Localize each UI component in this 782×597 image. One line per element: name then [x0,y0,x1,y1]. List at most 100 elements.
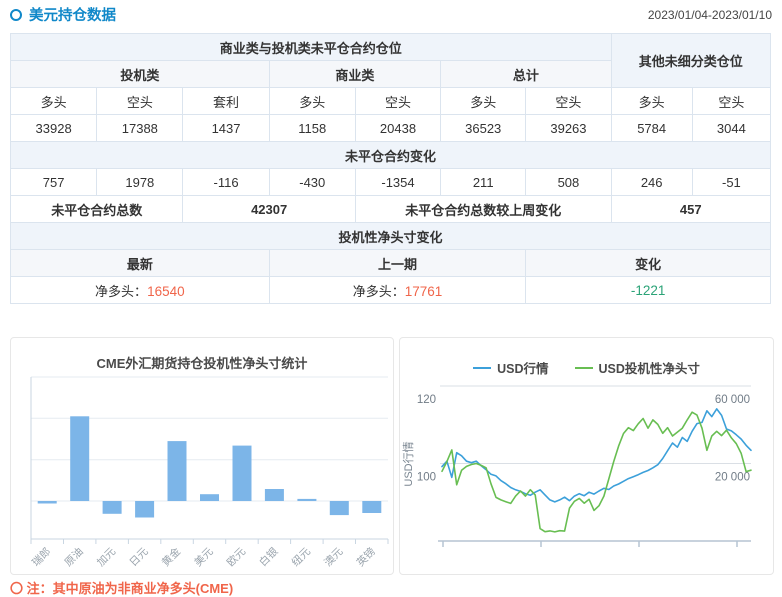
legend-item-usd-net[interactable]: USD投机性净头寸 [574,358,700,377]
group-header-speculative: 投机类 [10,60,270,88]
bar-6 [232,445,252,501]
bar-9 [329,501,349,516]
page-header: 美元持仓数据 2023/01/04-2023/01/10 [10,4,772,26]
bar-8 [297,498,317,501]
group-header-commercial: 商业类 [268,60,442,88]
table-row: 投机类 商业类 总计 [10,60,771,88]
bar-10 [362,501,382,513]
section-circle-icon [10,8,22,21]
col-header: 套利 [182,87,270,115]
table-row: 多头 空头 套利 多头 空头 多头 空头 多头 空头 [9,87,772,115]
total-open-interest-value: 42307 [182,195,356,223]
table-row: 净多头：16540 净多头：17761 -1221 [10,276,771,304]
col-header: 空头 [525,87,612,115]
positions-table: 商业类与投机类未平仓合约仓位 其他未细分类仓位 投机类 商业类 总计 多头 空头… [9,33,772,304]
position-value: 5784 [610,114,693,142]
bar-2 [102,501,122,514]
x-axis-label: 原油 [62,545,86,569]
group-header-total: 总计 [440,60,612,88]
bar-7 [264,489,284,501]
legend-item-usd-price[interactable]: USD行情 [473,358,549,377]
position-value: 39263 [525,114,612,142]
bar-4 [167,441,187,501]
x-axis-label: 黄金 [159,545,183,569]
col-header: 多头 [440,87,527,115]
legend-label-usd-price: USD行情 [497,362,549,376]
position-value: 3044 [691,114,772,142]
y-axis-title: USD行情 [402,441,415,486]
section-open-interest-title: 商业类与投机类未平仓合约仓位 [10,33,612,61]
section-change-title: 未平仓合约变化 [10,141,771,169]
bar-3 [135,501,155,518]
page-title-wrap: 美元持仓数据 [10,4,772,25]
x-axis-label: 美元 [192,545,216,569]
change-value: -1354 [354,168,442,196]
change-value: 1978 [96,168,184,196]
net-latest-value: 16540 [147,283,185,299]
change-value: -430 [268,168,356,196]
total-change-value: 457 [610,195,772,223]
net-previous-cell: 净多头：17761 [268,276,527,304]
footnote: 〇 注：其中原油为非商业净多头(CME) [10,581,234,596]
x-axis-label: 纽元 [289,545,313,569]
bar-1 [70,416,90,501]
page-title: 美元持仓数据 [29,8,116,24]
net-latest-cell: 净多头：16540 [10,276,270,304]
position-value: 20438 [354,114,442,142]
bar-chart-title: CME外汇期货持仓投机性净头寸统计 [96,356,308,371]
change-value: 757 [9,168,98,196]
net-latest-label: 净多头： [95,283,148,299]
total-open-interest-label: 未平仓合约总数 [9,195,184,223]
section-other-title: 其他未细分类仓位 [610,33,772,88]
net-header-latest: 最新 [10,249,270,277]
position-value: 33928 [9,114,98,142]
left-axis-tick-120: 120 [417,394,436,406]
x-axis-label: 白银 [256,545,280,569]
table-row: 最新 上一期 变化 [10,249,771,277]
col-header: 多头 [268,87,356,115]
x-axis-label: 日元 [127,545,151,569]
x-axis-label: 英镑 [354,545,378,569]
usd-net-position-line [441,411,752,533]
change-value: 246 [610,168,693,196]
net-previous-label: 净多头： [352,283,405,299]
col-header: 空头 [96,87,184,115]
change-value: -51 [691,168,772,196]
table-row: 33928 17388 1437 1158 20438 36523 39263 … [9,114,772,142]
bar-0 [37,501,57,504]
net-change-cell: -1221 [525,276,771,304]
net-previous-value: 17761 [404,283,443,299]
x-axis-label: 欧元 [225,545,249,569]
x-axis-label: 加元 [95,545,119,569]
position-value: 1158 [268,114,356,142]
col-header: 空头 [691,87,772,115]
date-range: 2023/01/04-2023/01/10 [647,8,772,22]
change-value: 508 [525,168,612,196]
position-value: 1437 [182,114,270,142]
x-axis-label: 澳元 [321,545,345,569]
net-change-value: -1221 [630,282,666,298]
net-header-previous: 上一期 [268,249,527,277]
legend-line-green-icon [574,366,593,369]
legend-label-usd-net: USD投机性净头寸 [598,362,700,376]
col-header: 空头 [354,87,442,115]
line-chart-legend: USD行情 USD投机性净头寸 [400,358,773,377]
table-row: 商业类与投机类未平仓合约仓位 其他未细分类仓位 [10,33,772,88]
section-net-position-title: 投机性净头寸变化 [10,222,771,250]
usd-price-line [441,408,752,503]
table-row: 未平仓合约变化 [10,141,771,169]
position-value: 17388 [96,114,184,142]
col-header: 多头 [610,87,693,115]
change-value: 211 [440,168,527,196]
net-position-bar-chart: 瑞郎 原油 加元 日元 黄金 美元 欧元 白银 纽元 澳元 英镑 [29,376,389,569]
total-change-label: 未平仓合约总数较上周变化 [354,195,612,223]
usd-price-net-line-chart: 120 100 60 000 20 000 USD行情 [402,385,752,547]
line-chart-panel: USD行情 USD投机性净头寸 120 100 60 000 20 000 USD行情 [399,337,774,575]
col-header: 多头 [9,87,98,115]
legend-line-blue-icon [473,366,492,369]
table-row: 未平仓合约总数 42307 未平仓合约总数较上周变化 457 [9,195,772,223]
right-axis-tick-60000: 60 000 [715,394,750,406]
x-axis-label: 瑞郎 [29,545,53,569]
bar-5 [200,494,219,501]
position-value: 36523 [440,114,527,142]
